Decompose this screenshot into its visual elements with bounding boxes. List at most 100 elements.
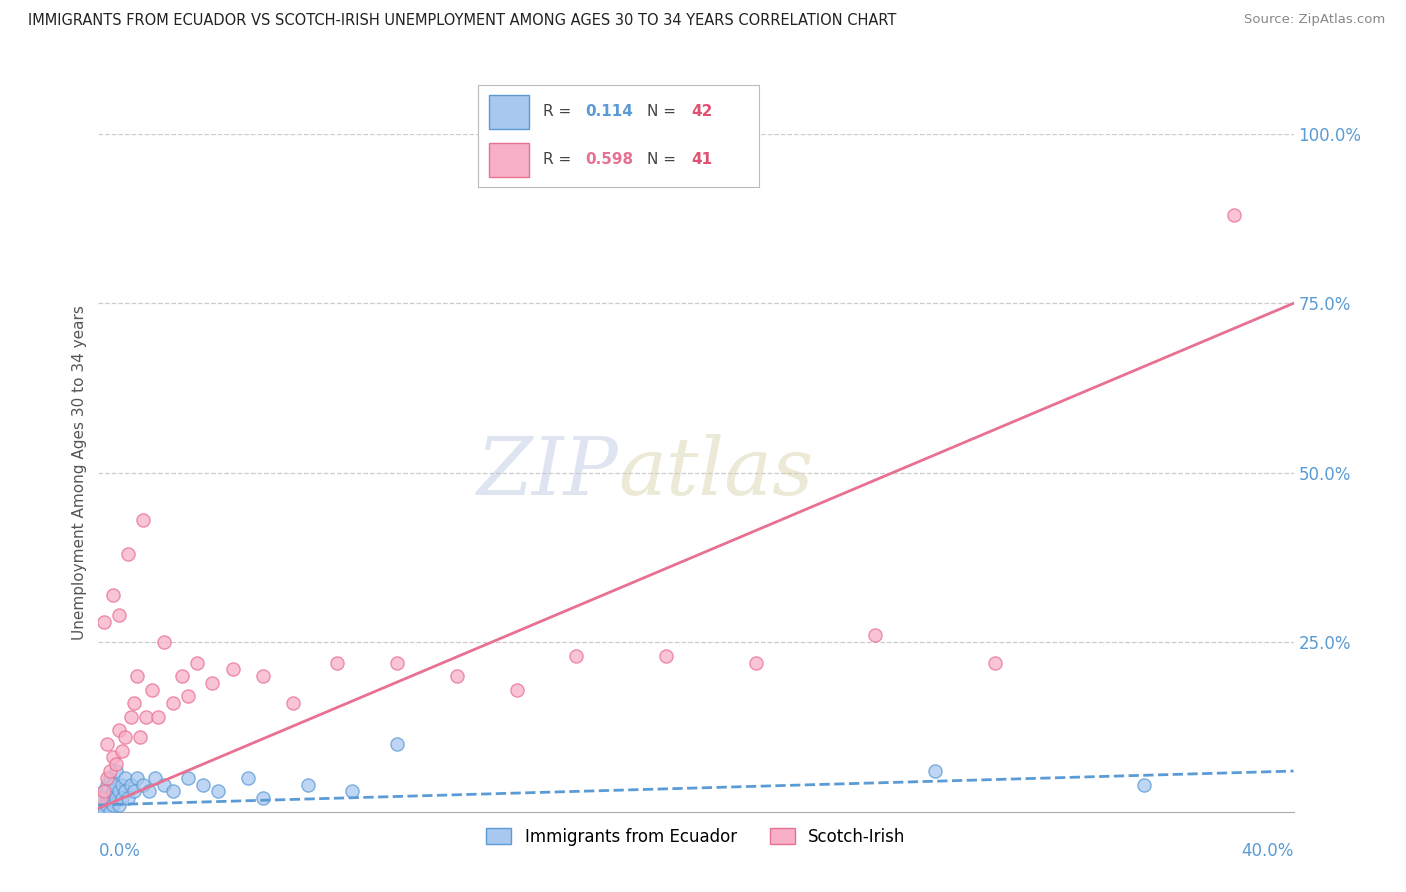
Point (93, 805, 115, 819)
Bar (489, 144, 529, 177)
Point (96, 791, 118, 805)
Point (1133, 778, 1156, 792)
Point (93, 784, 115, 798)
Point (127, 669, 149, 683)
Point (103, 778, 125, 792)
Text: R =: R = (543, 153, 576, 167)
Point (138, 784, 160, 798)
Point (105, 764, 128, 778)
Text: 41: 41 (692, 153, 713, 167)
Text: IMMIGRANTS FROM ECUADOR VS SCOTCH-IRISH UNEMPLOYMENT AMONG AGES 30 TO 34 YEARS C: IMMIGRANTS FROM ECUADOR VS SCOTCH-IRISH … (28, 13, 897, 29)
Point (120, 778, 142, 792)
Point (222, 662, 245, 676)
Point (103, 750, 125, 764)
Point (108, 608, 131, 623)
Point (655, 648, 678, 663)
Point (90, 791, 112, 805)
Point (132, 778, 155, 792)
Text: Source: ZipAtlas.com: Source: ZipAtlas.com (1244, 13, 1385, 27)
Point (114, 730, 136, 744)
Point (105, 757, 128, 772)
Bar (489, 95, 529, 128)
Point (191, 778, 214, 792)
Text: N =: N = (647, 103, 681, 119)
Point (100, 771, 122, 785)
Point (143, 771, 166, 785)
Point (172, 669, 194, 683)
Point (108, 723, 131, 738)
Point (186, 656, 208, 670)
Point (177, 771, 200, 785)
Point (111, 791, 134, 805)
Point (103, 588, 125, 602)
Point (117, 791, 139, 805)
Text: 0.114: 0.114 (585, 103, 633, 119)
Point (984, 656, 1007, 670)
Point (93, 797, 115, 812)
Point (326, 656, 349, 670)
Point (124, 784, 146, 798)
Point (105, 791, 128, 805)
Point (385, 737, 409, 751)
Point (96, 784, 118, 798)
Text: 0.598: 0.598 (585, 153, 633, 167)
Point (100, 791, 122, 805)
Point (252, 791, 274, 805)
Point (506, 682, 529, 697)
Point (90, 791, 112, 805)
Text: 42: 42 (692, 103, 713, 119)
Point (103, 784, 125, 798)
Point (108, 797, 131, 812)
Text: atlas: atlas (619, 434, 814, 511)
Point (153, 778, 176, 792)
Point (96, 778, 118, 792)
Point (90, 805, 112, 819)
Point (1223, 208, 1246, 222)
Point (132, 513, 155, 527)
Point (93, 615, 115, 629)
Point (177, 690, 200, 704)
Point (135, 710, 157, 724)
Point (96, 737, 118, 751)
Point (111, 744, 134, 758)
Point (565, 648, 588, 663)
Point (924, 764, 946, 778)
Point (117, 547, 139, 561)
Point (124, 696, 146, 710)
Point (297, 778, 319, 792)
Point (252, 669, 274, 683)
Point (153, 635, 176, 649)
Point (100, 805, 122, 819)
Point (103, 797, 125, 812)
Point (281, 696, 304, 710)
Point (127, 771, 149, 785)
Point (236, 771, 259, 785)
Point (385, 656, 409, 670)
Text: ZIP: ZIP (477, 434, 619, 511)
Point (93, 784, 115, 798)
Point (96, 797, 118, 812)
Text: 40.0%: 40.0% (1241, 842, 1294, 860)
Point (446, 669, 468, 683)
Point (162, 784, 184, 798)
Y-axis label: Unemployment Among Ages 30 to 34 years: Unemployment Among Ages 30 to 34 years (72, 305, 87, 640)
Point (865, 628, 887, 642)
Point (120, 710, 142, 724)
Point (96, 771, 118, 785)
Point (100, 764, 122, 778)
Point (201, 676, 224, 690)
Point (148, 710, 170, 724)
Point (129, 730, 152, 744)
Legend: Immigrants from Ecuador, Scotch-Irish: Immigrants from Ecuador, Scotch-Irish (478, 820, 914, 855)
Text: 0.0%: 0.0% (98, 842, 141, 860)
Point (111, 778, 134, 792)
Point (207, 784, 229, 798)
Point (114, 771, 136, 785)
Point (342, 784, 364, 798)
Text: R =: R = (543, 103, 576, 119)
Point (108, 784, 131, 798)
Point (745, 656, 768, 670)
Point (162, 696, 184, 710)
Point (114, 784, 136, 798)
Text: N =: N = (647, 153, 681, 167)
